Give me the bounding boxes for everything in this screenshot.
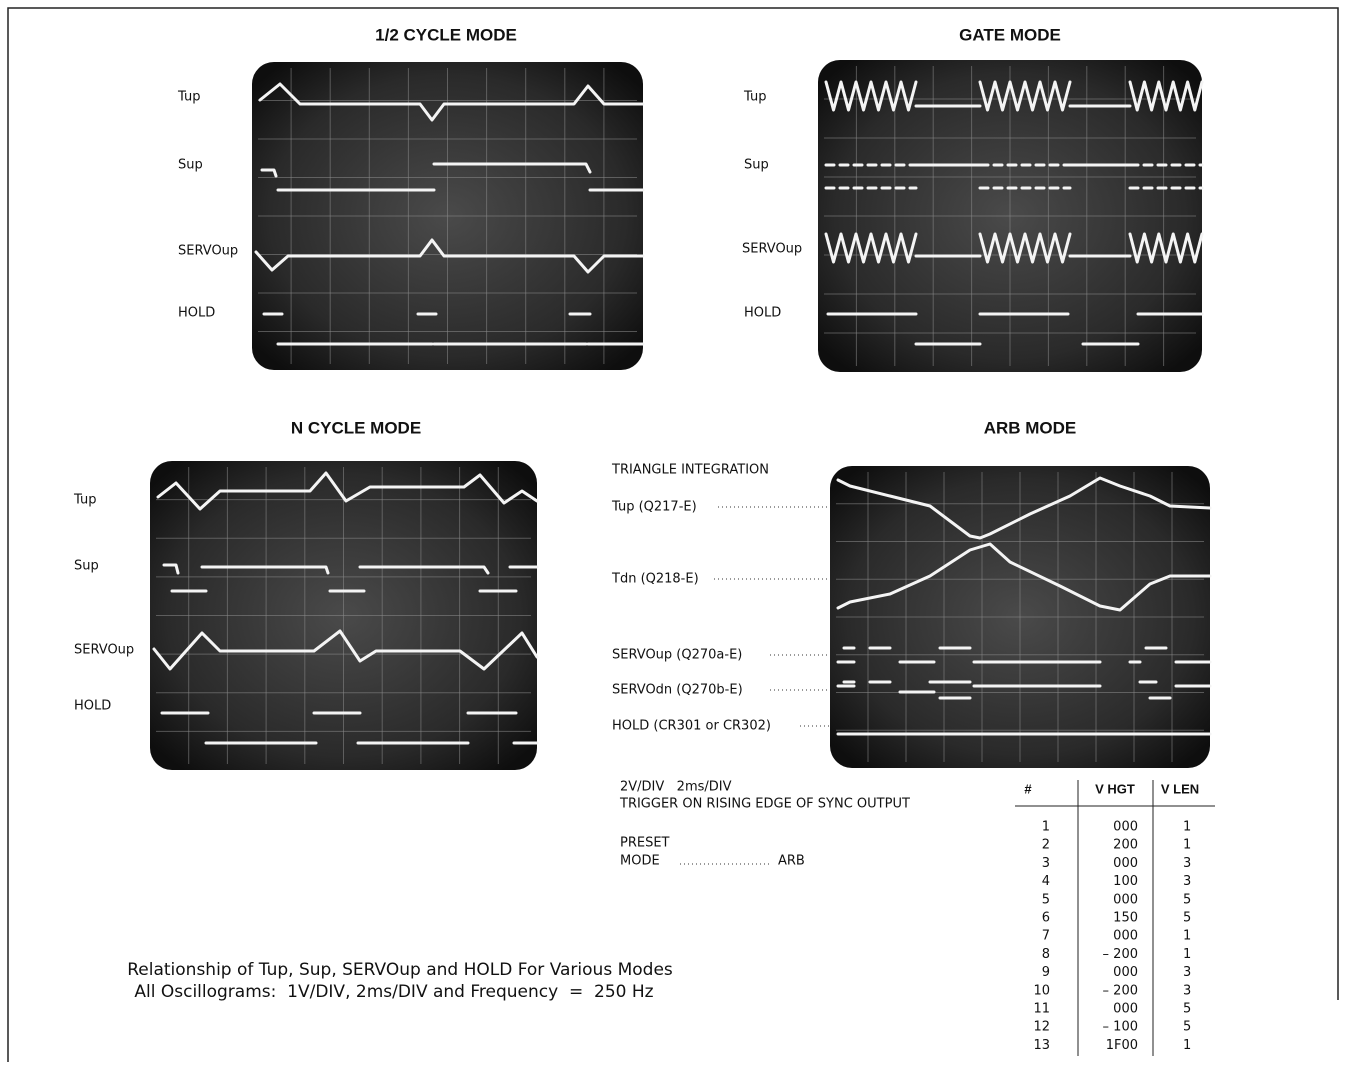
table-cell: 5: [1183, 1002, 1191, 1017]
trace-label: SERVOup (Q270a-E): [612, 648, 742, 663]
note: MODE: [620, 854, 660, 869]
trace: [978, 80, 1072, 112]
trace-label: SERVOup: [178, 244, 238, 259]
trace: [260, 168, 278, 178]
table-cell: 5: [1183, 1020, 1191, 1035]
table-cell: 11: [1033, 1002, 1050, 1017]
trace-label: Tup: [73, 493, 96, 508]
trace: [1128, 80, 1204, 112]
table-cell: 3: [1183, 965, 1191, 980]
table-cell: – 200: [1103, 947, 1138, 962]
caption: Relationship of Tup, Sup, SERVOup and HO…: [127, 960, 673, 980]
trace: [162, 563, 180, 575]
table-cell: 5: [1042, 892, 1050, 907]
trace: [152, 629, 539, 671]
note: ARB: [778, 854, 805, 869]
table-cell: 000: [1113, 929, 1138, 944]
panel-title: ARB MODE: [984, 418, 1077, 437]
panel-title: GATE MODE: [959, 25, 1061, 44]
caption: All Oscillograms: 1V/DIV, 2ms/DIV and Fr…: [134, 982, 653, 1002]
trace: [836, 542, 1212, 612]
table-cell: 10: [1033, 983, 1050, 998]
trace-label: HOLD: [744, 306, 781, 321]
table-cell: 1: [1183, 820, 1191, 835]
trace-label: HOLD: [74, 699, 111, 714]
table-cell: 13: [1033, 1038, 1050, 1053]
panel-title: N CYCLE MODE: [291, 418, 421, 437]
table-cell: 8: [1042, 947, 1050, 962]
table-cell: 7: [1042, 929, 1050, 944]
trace-label: SERVOdn (Q270b-E): [612, 683, 743, 698]
table-cell: – 100: [1103, 1020, 1138, 1035]
frame: [7, 7, 1339, 1062]
trace-label: Tdn (Q218-E): [611, 572, 699, 587]
table-cell: 200: [1113, 838, 1138, 853]
trace-label: HOLD: [178, 306, 215, 321]
table-cell: 000: [1113, 1002, 1138, 1017]
table-cell: 000: [1113, 820, 1138, 835]
trace-label: Sup: [744, 158, 769, 173]
panel-title: 1/2 CYCLE MODE: [375, 25, 517, 44]
note: 2V/DIV 2ms/DIV: [620, 780, 732, 795]
table-cell: 1: [1042, 820, 1050, 835]
table-cell: 000: [1113, 892, 1138, 907]
oscillogram: [150, 461, 539, 770]
trace: [258, 82, 645, 122]
oscillogram: [818, 60, 1204, 372]
table-cell: 12: [1033, 1020, 1050, 1035]
table-cell: 4: [1042, 874, 1050, 889]
trace-label: SERVOup: [74, 643, 134, 658]
table-cell: 9: [1042, 965, 1050, 980]
table-header: V LEN: [1161, 781, 1199, 796]
oscillogram: [252, 62, 645, 370]
trace-label: Tup: [743, 90, 766, 105]
trace: [156, 471, 539, 511]
trace: [1128, 232, 1204, 264]
trace-label: HOLD (CR301 or CR302): [612, 719, 771, 734]
trace-label: Sup: [74, 559, 99, 574]
trace: [432, 162, 592, 174]
table-cell: 000: [1113, 965, 1138, 980]
table-header: V HGT: [1095, 781, 1135, 796]
trace: [978, 232, 1072, 264]
heading: TRIANGLE INTEGRATION: [611, 463, 769, 478]
table-cell: – 200: [1103, 983, 1138, 998]
table-cell: 5: [1183, 892, 1191, 907]
note: PRESET: [620, 836, 670, 851]
trace-label: Sup: [178, 158, 203, 173]
table-cell: 1F00: [1106, 1038, 1138, 1053]
table-cell: 000: [1113, 856, 1138, 871]
table-cell: 1: [1183, 838, 1191, 853]
trace-label: Tup (Q217-E): [611, 500, 697, 515]
table-cell: 3: [1183, 874, 1191, 889]
table-cell: 1: [1183, 1038, 1191, 1053]
table-cell: 150: [1113, 911, 1138, 926]
table-cell: 100: [1113, 874, 1138, 889]
trace: [254, 238, 645, 274]
table-cell: 3: [1183, 983, 1191, 998]
table-cell: 1: [1183, 947, 1191, 962]
trace: [200, 565, 330, 575]
trace-label: SERVOup: [742, 242, 802, 257]
note: TRIGGER ON RISING EDGE OF SYNC OUTPUT: [619, 797, 910, 812]
table-cell: 5: [1183, 911, 1191, 926]
trace: [824, 232, 918, 264]
table-cell: 3: [1183, 856, 1191, 871]
trace: [358, 565, 490, 575]
table-cell: 3: [1042, 856, 1050, 871]
trace-label: Tup: [177, 90, 200, 105]
table-cell: 2: [1042, 838, 1050, 853]
trace: [836, 476, 1212, 540]
table-cell: 1: [1183, 929, 1191, 944]
table-header: #: [1024, 781, 1032, 796]
trace: [824, 80, 918, 112]
oscillogram: [830, 466, 1212, 768]
table-cell: 6: [1042, 911, 1050, 926]
